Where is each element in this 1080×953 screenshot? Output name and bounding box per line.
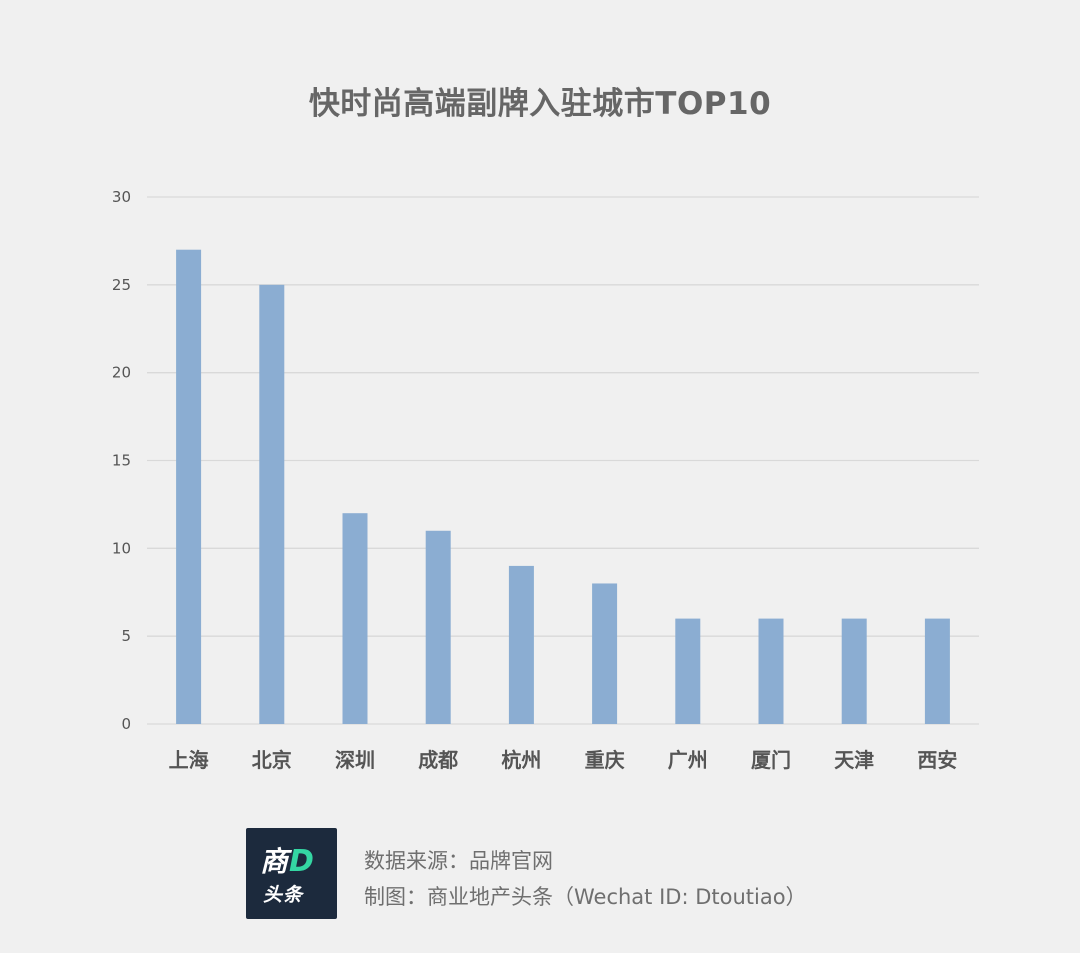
x-tick-label: 厦门 [751,748,791,772]
y-tick-label: 25 [112,276,131,294]
logo-subtitle: 头条 [263,884,304,906]
x-tick-label: 上海 [169,748,209,772]
bars [176,249,950,724]
gridlines [147,196,979,725]
x-tick-label: 天津 [834,748,874,772]
bar [425,530,451,724]
x-tick-label: 西安 [917,748,957,772]
y-tick-label: 5 [121,627,131,645]
bar [675,618,701,724]
bar [758,618,784,724]
bar [841,618,867,724]
y-axis-ticks: 0 5 10 15 20 25 30 [112,188,131,733]
bar [342,513,368,724]
y-tick-label: 30 [112,188,131,206]
chart-title: 快时尚高端副牌入驻城市TOP10 [308,86,772,122]
x-tick-label: 成都 [418,748,458,772]
bar [176,249,202,724]
x-tick-label: 深圳 [335,748,375,772]
x-axis-ticks: 上海 北京 深圳 成都 杭州 重庆 广州 厦门 天津 西安 [169,748,958,772]
y-tick-label: 20 [112,364,131,382]
y-tick-label: 0 [121,715,131,733]
x-tick-label: 重庆 [585,748,625,772]
bar [259,284,285,724]
data-source-credit: 数据来源：品牌官网 [364,849,553,873]
y-tick-label: 15 [112,452,131,470]
y-tick-label: 10 [112,539,131,557]
x-tick-label: 广州 [668,748,708,772]
logo-letter: D [289,844,314,879]
bar [924,618,950,724]
chart-maker-credit: 制图：商业地产头条（Wechat ID: Dtoutiao） [364,885,807,909]
bar [592,583,618,724]
bar [508,565,534,724]
brand-logo: 商D 头条 [246,828,337,919]
x-tick-label: 杭州 [501,748,541,772]
x-tick-label: 北京 [252,748,292,772]
bar-chart: 0 5 10 15 20 25 30 上海 北京 深圳 成都 杭州 重庆 广州 厦门 天津 西安 [112,188,979,772]
logo-char: 商 [260,845,289,878]
